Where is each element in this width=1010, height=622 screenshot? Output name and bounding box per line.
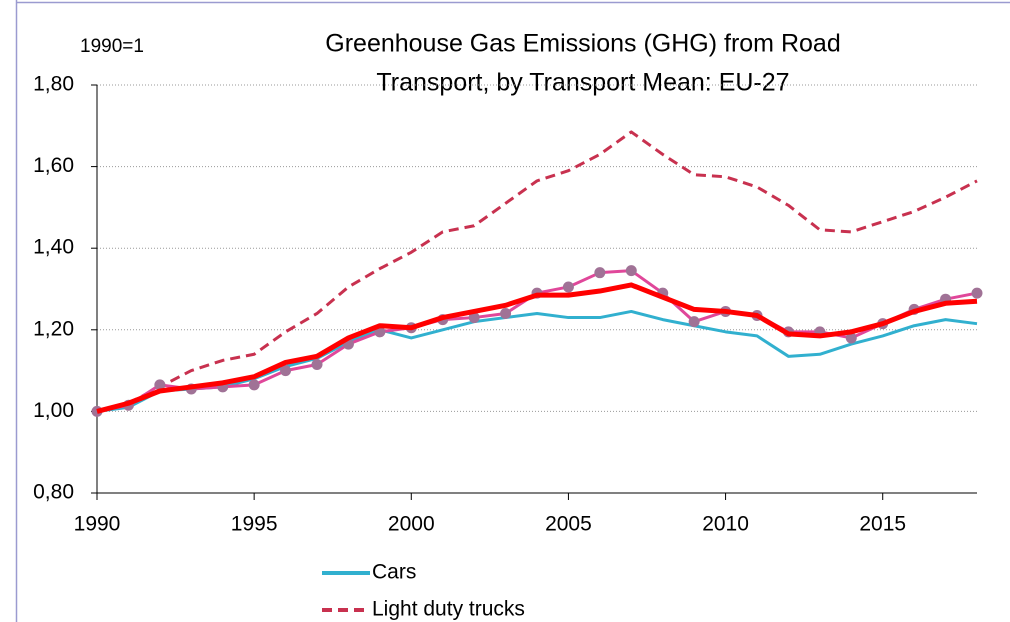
- y-tick-label: 0,80: [33, 481, 74, 504]
- data-point: [500, 307, 512, 319]
- series-line: [96, 130, 978, 413]
- chart-title: Greenhouse Gas Emissions (GHG) from Road: [325, 30, 840, 58]
- legend-label: Cars: [372, 561, 416, 584]
- data-point: [688, 316, 700, 328]
- chart-title: Transport, by Transport Mean: EU-27: [376, 69, 789, 97]
- y-tick-label: 1,80: [33, 73, 74, 96]
- y-tick-label: 1,00: [33, 399, 74, 422]
- data-point: [280, 365, 292, 377]
- x-tick-label: 2000: [388, 513, 435, 536]
- x-tick-label: 2005: [545, 513, 592, 536]
- data-point: [248, 379, 260, 391]
- data-point: [468, 312, 480, 324]
- data-point: [594, 267, 606, 279]
- data-point: [625, 265, 637, 277]
- data-point: [562, 281, 574, 293]
- data-point: [971, 287, 983, 299]
- x-tick-label: 2015: [859, 513, 906, 536]
- x-tick-label: 1990: [74, 513, 121, 536]
- series-line: [96, 309, 978, 413]
- x-tick-label: 1995: [231, 513, 278, 536]
- y-tick-label: 1,60: [33, 154, 74, 177]
- y-tick-label: 1,20: [33, 317, 74, 340]
- annotation: 1990=1: [80, 36, 144, 57]
- data-point: [154, 379, 166, 391]
- data-point: [845, 332, 857, 344]
- x-tick-label: 2010: [702, 513, 749, 536]
- y-tick-label: 1,40: [33, 236, 74, 259]
- legend-label: Light duty trucks: [372, 598, 525, 621]
- series-line: [96, 282, 978, 414]
- data-point: [311, 358, 323, 370]
